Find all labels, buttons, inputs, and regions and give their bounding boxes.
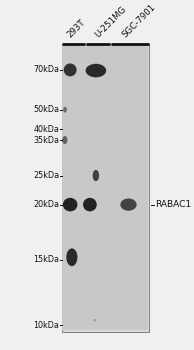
Bar (61, 44, 149, 331)
Text: 15kDa: 15kDa (33, 255, 59, 264)
Text: RABAC1: RABAC1 (155, 200, 191, 209)
Text: 50kDa: 50kDa (33, 105, 59, 114)
Text: 35kDa: 35kDa (33, 135, 59, 145)
Text: U-251MG: U-251MG (93, 5, 128, 40)
Text: 70kDa: 70kDa (33, 65, 59, 75)
Ellipse shape (83, 198, 97, 211)
Text: SGC-7901: SGC-7901 (120, 3, 157, 40)
Text: 10kDa: 10kDa (33, 321, 59, 330)
Text: 293T: 293T (66, 18, 87, 40)
Ellipse shape (63, 107, 67, 113)
Text: 25kDa: 25kDa (33, 171, 59, 180)
Ellipse shape (120, 198, 137, 211)
Text: 40kDa: 40kDa (33, 125, 59, 134)
Ellipse shape (66, 248, 77, 266)
Bar (62, 46, 148, 330)
Ellipse shape (93, 170, 99, 181)
Ellipse shape (86, 64, 106, 77)
Ellipse shape (94, 319, 96, 322)
Ellipse shape (63, 198, 77, 211)
Ellipse shape (62, 136, 68, 144)
Ellipse shape (64, 63, 77, 76)
Text: 20kDa: 20kDa (33, 200, 59, 209)
